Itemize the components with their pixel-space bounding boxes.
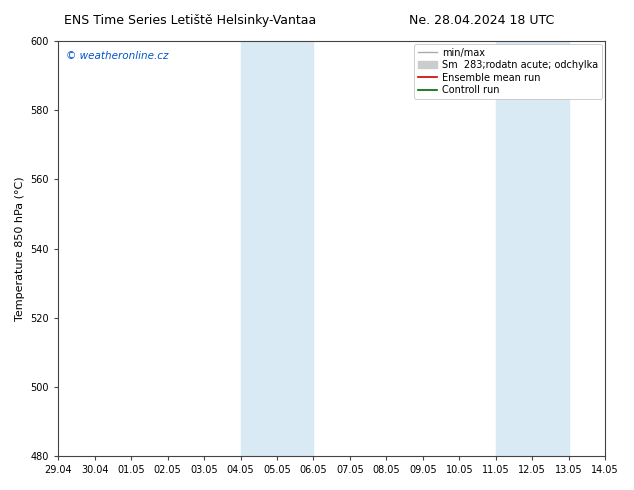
Bar (240, 41, 313, 456)
Text: Ne. 28.04.2024 18 UTC: Ne. 28.04.2024 18 UTC (409, 14, 555, 27)
Text: © weatheronline.cz: © weatheronline.cz (67, 51, 169, 61)
Bar (496, 41, 569, 456)
Y-axis label: Temperature 850 hPa (°C): Temperature 850 hPa (°C) (15, 176, 25, 321)
Text: ENS Time Series Letiště Helsinky-Vantaa: ENS Time Series Letiště Helsinky-Vantaa (64, 14, 316, 27)
Legend: min/max, Sm  283;rodatn acute; odchylka, Ensemble mean run, Controll run: min/max, Sm 283;rodatn acute; odchylka, … (414, 44, 602, 99)
